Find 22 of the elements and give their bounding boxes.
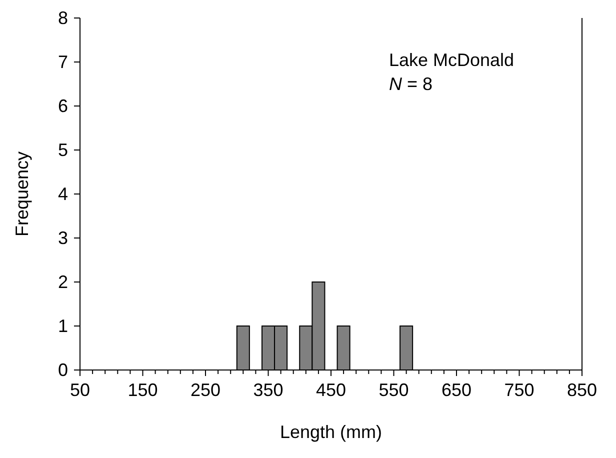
y-tick-label: 5 [58,140,68,160]
x-tick-label: 750 [504,380,534,400]
y-tick-label: 1 [58,316,68,336]
x-tick-label: 450 [316,380,346,400]
y-tick-label: 8 [58,8,68,28]
x-tick-label: 650 [441,380,472,400]
y-tick-label: 7 [58,52,68,72]
x-tick-label: 50 [70,380,90,400]
y-tick-label: 3 [58,228,68,248]
x-tick-label: 850 [566,380,598,400]
annotation: Lake McDonald [389,50,514,70]
x-tick-label: 350 [253,380,284,400]
x-tick-label: 550 [378,380,409,400]
y-tick-label: 4 [58,184,68,204]
annotation: N = 8 [389,74,433,94]
y-tick-label: 2 [58,272,68,292]
x-axis-title: Length (mm) [280,422,382,442]
y-axis-title: Frequency [12,151,32,237]
x-tick-label: 250 [190,380,221,400]
y-tick-label: 6 [58,96,68,116]
y-tick-label: 0 [58,360,68,380]
x-tick-label: 150 [128,380,158,400]
